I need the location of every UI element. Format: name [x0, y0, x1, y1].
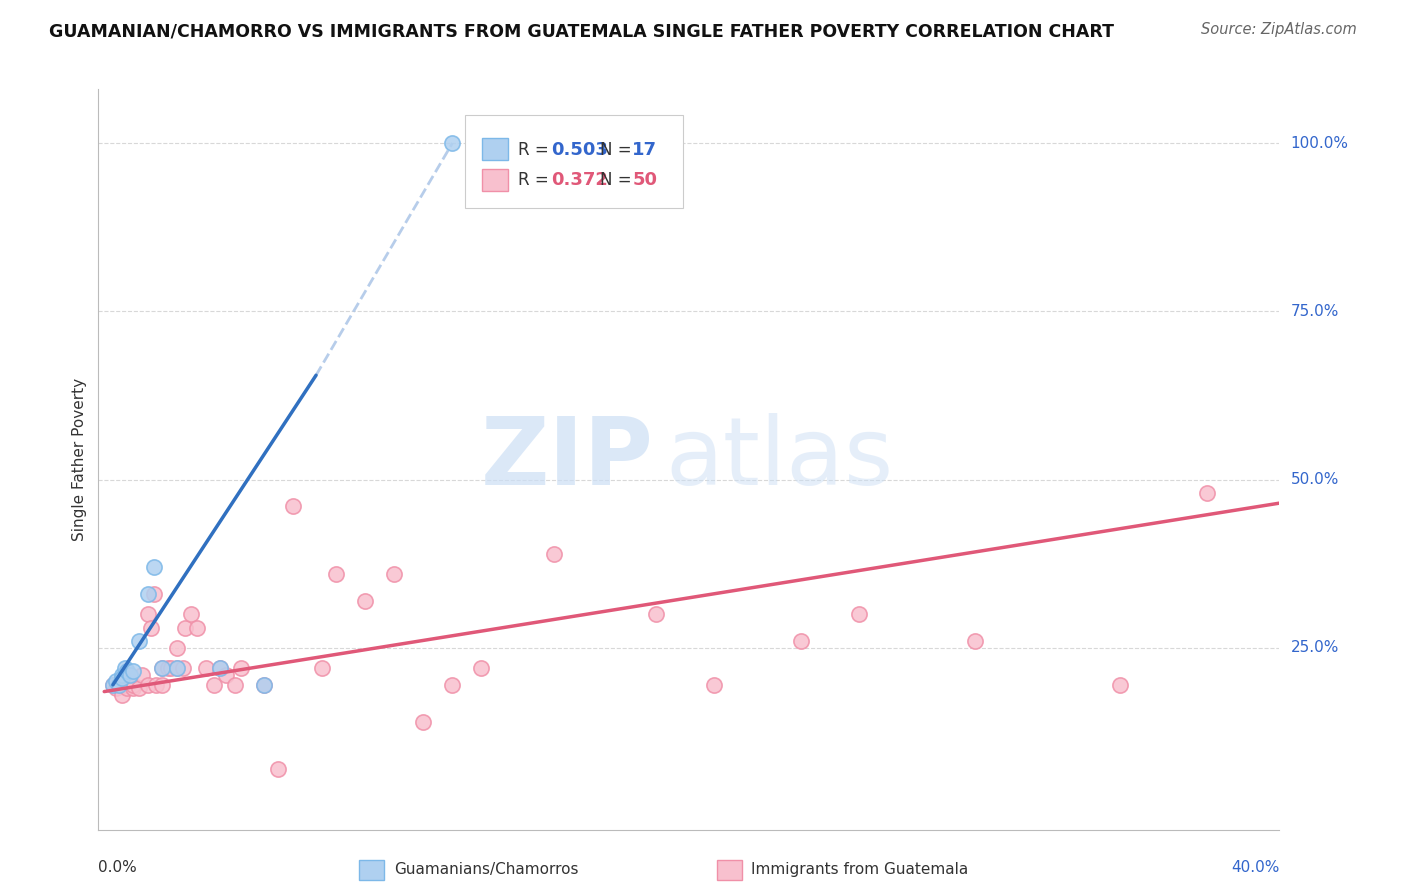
Text: 40.0%: 40.0%	[1232, 860, 1279, 875]
Point	[145, 678, 167, 692]
Point	[166, 661, 188, 675]
FancyBboxPatch shape	[482, 138, 508, 160]
Text: 17: 17	[633, 141, 657, 159]
Text: N =: N =	[600, 141, 637, 159]
Point	[142, 560, 165, 574]
FancyBboxPatch shape	[482, 169, 508, 191]
Text: 75.0%: 75.0%	[1291, 304, 1339, 318]
Point	[384, 566, 406, 581]
Text: 25.0%: 25.0%	[1291, 640, 1339, 656]
Text: ZIP: ZIP	[481, 413, 654, 506]
Point	[412, 714, 434, 729]
Point	[180, 607, 202, 622]
Point	[441, 136, 464, 150]
Text: Immigrants from Guatemala: Immigrants from Guatemala	[751, 863, 969, 877]
Point	[114, 678, 136, 692]
Text: Guamanians/Chamorros: Guamanians/Chamorros	[394, 863, 578, 877]
Point	[209, 661, 232, 675]
Point	[204, 678, 226, 692]
Point	[128, 634, 150, 648]
Point	[194, 661, 217, 675]
Point	[229, 661, 252, 675]
Point	[166, 640, 188, 655]
Point	[160, 661, 183, 675]
Point	[104, 681, 127, 696]
Point	[470, 661, 492, 675]
Point	[131, 667, 153, 681]
Point	[209, 661, 232, 675]
Point	[117, 667, 139, 681]
Point	[101, 678, 124, 692]
Point	[101, 678, 124, 692]
Point	[848, 607, 870, 622]
FancyBboxPatch shape	[464, 115, 683, 208]
Point	[253, 678, 276, 692]
Y-axis label: Single Father Poverty: Single Father Poverty	[72, 378, 87, 541]
Point	[136, 678, 159, 692]
Point	[789, 634, 811, 648]
Point	[150, 661, 173, 675]
Point	[150, 661, 173, 675]
Point	[325, 566, 347, 581]
Point	[354, 593, 377, 607]
Point	[111, 671, 134, 685]
Text: N =: N =	[600, 171, 637, 189]
Point	[311, 661, 333, 675]
Point	[441, 678, 464, 692]
Point	[1108, 678, 1130, 692]
Point	[150, 678, 173, 692]
Text: 0.0%: 0.0%	[98, 860, 138, 875]
Point	[174, 621, 197, 635]
Text: 50: 50	[633, 171, 657, 189]
Point	[267, 762, 290, 776]
Point	[107, 678, 129, 692]
Point	[281, 500, 304, 514]
Text: 100.0%: 100.0%	[1291, 136, 1348, 151]
Point	[128, 681, 150, 696]
Text: atlas: atlas	[665, 413, 894, 506]
Point	[253, 678, 276, 692]
Text: R =: R =	[517, 171, 554, 189]
Point	[1195, 486, 1218, 500]
Point	[139, 621, 162, 635]
Point	[136, 607, 159, 622]
Point	[644, 607, 666, 622]
Point	[215, 667, 238, 681]
Text: 0.503: 0.503	[551, 141, 607, 159]
Point	[122, 665, 145, 679]
Text: Source: ZipAtlas.com: Source: ZipAtlas.com	[1201, 22, 1357, 37]
Point	[703, 678, 725, 692]
Point	[117, 665, 139, 679]
Text: R =: R =	[517, 141, 554, 159]
Point	[114, 661, 136, 675]
Point	[142, 587, 165, 601]
Point	[120, 667, 142, 681]
Point	[224, 678, 246, 692]
Point	[104, 674, 127, 689]
Point	[111, 688, 134, 702]
Point	[117, 681, 139, 696]
Point	[172, 661, 194, 675]
Point	[122, 681, 145, 696]
Text: GUAMANIAN/CHAMORRO VS IMMIGRANTS FROM GUATEMALA SINGLE FATHER POVERTY CORRELATIO: GUAMANIAN/CHAMORRO VS IMMIGRANTS FROM GU…	[49, 22, 1114, 40]
Point	[107, 678, 129, 692]
Point	[136, 587, 159, 601]
Point	[963, 634, 986, 648]
Point	[543, 547, 565, 561]
Point	[122, 678, 145, 692]
Point	[157, 661, 180, 675]
Point	[166, 661, 188, 675]
Text: 0.372: 0.372	[551, 171, 607, 189]
Point	[186, 621, 208, 635]
Point	[111, 667, 134, 681]
Text: 50.0%: 50.0%	[1291, 472, 1339, 487]
